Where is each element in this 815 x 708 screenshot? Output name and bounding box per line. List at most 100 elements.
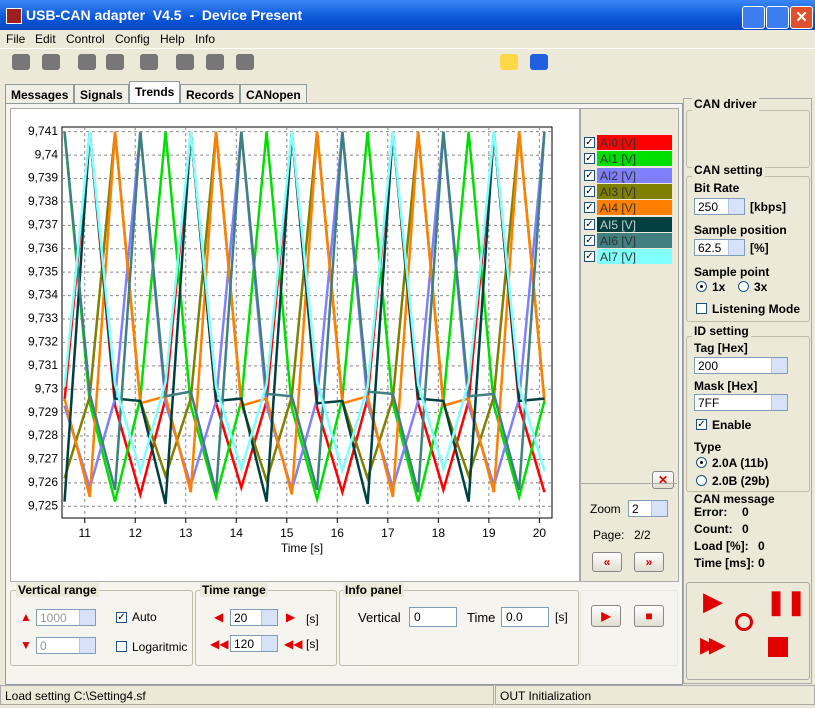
tab[interactable]: Signals [74, 84, 129, 103]
toolbar-button[interactable] [206, 54, 224, 70]
label: Load [%]: [694, 539, 749, 553]
radio[interactable] [696, 281, 707, 292]
legend-checkbox[interactable]: ✓ [584, 202, 595, 214]
legend-label: AI3 [V] [600, 184, 637, 199]
radio-label: 3x [754, 280, 768, 294]
vertical-label: Vertical [358, 610, 401, 625]
stop-icon[interactable] [768, 637, 788, 657]
x-tick-label: 13 [179, 526, 193, 540]
label: Bit Rate [694, 181, 740, 195]
menu-item[interactable]: Help [160, 32, 185, 46]
toolbar-button[interactable] [42, 54, 60, 70]
legend-label: AI5 [V] [600, 217, 637, 232]
sample-position-select[interactable]: 62.5 [694, 239, 745, 256]
step-select[interactable]: 20 [230, 609, 278, 626]
label: Count: [694, 522, 733, 536]
delete-button[interactable]: ✕ [652, 471, 674, 489]
tab[interactable]: Messages [5, 84, 75, 103]
prev-page-button[interactable]: « [592, 552, 622, 572]
menu-item[interactable]: File [6, 32, 26, 46]
unit: [kbps] [750, 200, 786, 214]
checkbox-label: Enable [712, 418, 752, 432]
checkbox[interactable] [696, 303, 707, 314]
toolbar-button[interactable] [140, 54, 158, 70]
next-page-button[interactable]: » [634, 552, 664, 572]
status-left: Load setting C:\Setting4.sf [0, 685, 494, 705]
checkbox[interactable]: ✓ [696, 419, 707, 430]
menu-item[interactable]: Info [195, 32, 216, 46]
radio[interactable] [696, 457, 707, 468]
unit: [s] [306, 637, 319, 651]
legend-checkbox[interactable]: ✓ [584, 251, 595, 263]
toolbar-button[interactable] [176, 54, 194, 70]
time-range-group [195, 590, 337, 666]
x-tick-label: 18 [432, 526, 446, 540]
legend-swatch [597, 183, 672, 199]
stop-button[interactable]: ■ [634, 605, 664, 627]
time-field[interactable]: 0.0 [501, 607, 549, 627]
minimize-button[interactable] [742, 6, 765, 29]
fast-forward-icon[interactable]: ▶▶ [700, 632, 726, 657]
close-button[interactable]: ✕ [790, 6, 813, 29]
label: Error: [694, 505, 728, 519]
min-select[interactable]: 0 [36, 637, 96, 654]
y-tick-label: 9,733 [28, 311, 58, 325]
auto-checkbox[interactable]: ✓ [116, 612, 127, 623]
legend-checkbox[interactable]: ✓ [584, 137, 595, 148]
toolbar-button[interactable] [530, 54, 548, 70]
y-tick-label: 9,73 [35, 381, 59, 395]
vertical-field[interactable]: 0 [409, 607, 457, 627]
tab[interactable]: CANopen [240, 84, 307, 103]
toolbar-button[interactable] [12, 54, 30, 70]
group-title: Vertical range [16, 583, 99, 597]
toolbar-button[interactable] [106, 54, 124, 70]
group-title: CAN driver [692, 97, 759, 111]
legend-label: AI2 [V] [600, 168, 637, 183]
x-tick-label: 17 [381, 526, 395, 540]
menu-item[interactable]: Edit [35, 32, 56, 46]
legend-label: AI4 [V] [600, 201, 637, 216]
toolbar-button[interactable] [78, 54, 96, 70]
app-icon [6, 8, 22, 24]
radio[interactable] [738, 281, 749, 292]
toolbar-button[interactable] [500, 54, 518, 70]
pause-icon[interactable]: ❚❚ [766, 589, 807, 616]
legend-checkbox[interactable]: ✓ [584, 169, 595, 181]
label: Sample position [694, 223, 787, 237]
legend-checkbox[interactable]: ✓ [584, 218, 595, 230]
length-select[interactable]: 120 [230, 635, 278, 652]
x-tick-label: 16 [331, 526, 345, 540]
menu-item[interactable]: Config [115, 32, 150, 46]
tag-select[interactable]: 200 [694, 357, 788, 374]
record-icon[interactable] [735, 613, 753, 631]
legend-swatch [597, 232, 672, 248]
bit-rate-select[interactable]: 250 [694, 198, 745, 215]
x-tick-label: 11 [78, 526, 91, 540]
zoom-select[interactable]: 2 [628, 500, 668, 517]
max-select[interactable]: 1000 [36, 609, 96, 626]
legend-checkbox[interactable]: ✓ [584, 153, 595, 165]
info-panel-group [339, 590, 579, 666]
radio[interactable] [696, 475, 707, 486]
y-tick-label: 9,734 [28, 288, 58, 302]
mask-select[interactable]: 7FF [694, 394, 788, 411]
series-line [63, 131, 546, 505]
legend-checkbox[interactable]: ✓ [584, 234, 595, 246]
legend-checkbox[interactable]: ✓ [584, 185, 595, 197]
unit: [%] [750, 241, 769, 255]
legend-swatch [597, 249, 672, 265]
tab[interactable]: Records [180, 84, 241, 103]
page-value: 2/2 [634, 528, 651, 542]
toolbar-button[interactable] [236, 54, 254, 70]
maximize-button[interactable] [766, 6, 789, 29]
log-checkbox[interactable] [116, 641, 127, 652]
y-tick-label: 9,741 [28, 124, 58, 138]
menu-item[interactable]: Control [66, 32, 105, 46]
rewind-icon: ◀◀ [210, 637, 229, 651]
left-icon: ◀ [214, 610, 224, 624]
unit: [s] [306, 612, 319, 626]
tab[interactable]: Trends [129, 81, 181, 103]
control-group [686, 582, 810, 680]
play-button[interactable]: ▶ [591, 605, 621, 627]
play-icon[interactable]: ▶ [703, 586, 723, 616]
